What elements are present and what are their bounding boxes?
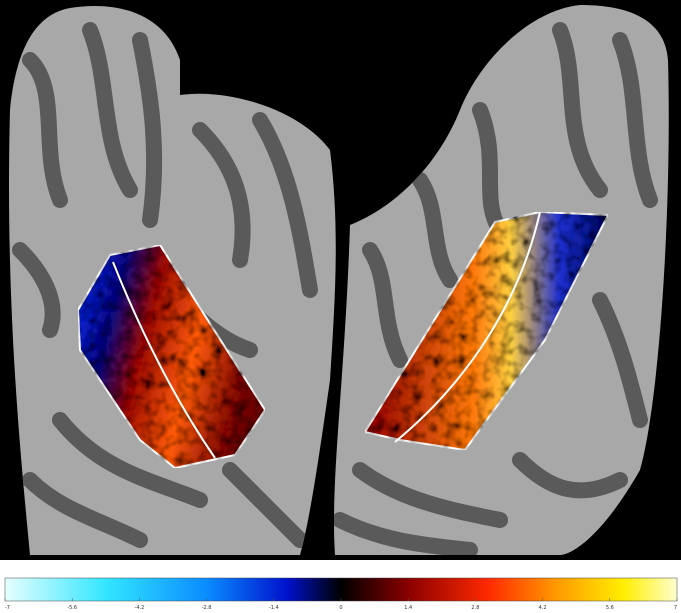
colorbar <box>4 577 678 602</box>
colorbar-tick-label: 5.6 <box>606 605 614 611</box>
right-activation-map <box>363 210 610 452</box>
colorbar-ticks: -7 -5.6 -4.2 -2.8 -1.4 0 1.4 2.8 4.2 5.6 7 <box>4 598 678 611</box>
colorbar-tick-label: 0 <box>339 605 342 611</box>
colorbar-tick-label: -4.2 <box>135 605 145 611</box>
colorbar-tick-label: 2.8 <box>471 605 479 611</box>
colorbar-tick-label: -5.6 <box>67 605 77 611</box>
colorbar-tick-label: -2.8 <box>202 605 212 611</box>
left-roi-line <box>112 261 216 459</box>
colorbar-tick-label: -1.4 <box>269 605 279 611</box>
colorbar-tick-label: 4.2 <box>539 605 547 611</box>
colorbar-tick-label: 1.4 <box>404 605 412 611</box>
colorbar-tick-label: 7 <box>674 605 677 611</box>
colorbar-tick-label: -7 <box>5 605 10 611</box>
left-activation-map <box>76 243 267 470</box>
right-roi-line <box>394 211 541 443</box>
